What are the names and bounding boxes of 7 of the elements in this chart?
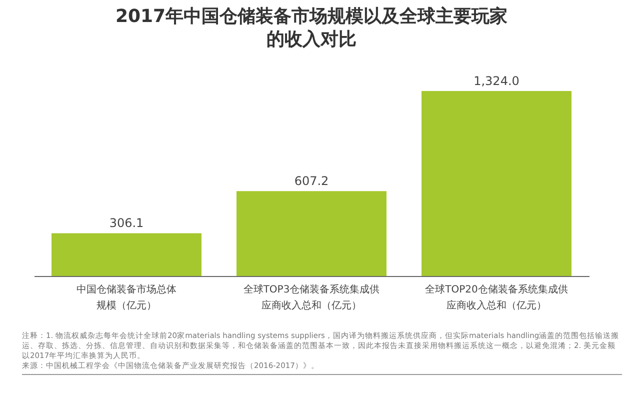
chart-title: 2017年中国仓储装备市场规模以及全球主要玩家的收入对比 [115, 6, 508, 50]
x-tick-label: 全球TOP20仓储装备系统集成供应商收入总和（亿元） [425, 284, 568, 312]
data-label: 607.2 [294, 174, 329, 188]
data-label: 306.1 [109, 216, 144, 230]
data-label: 1,324.0 [474, 74, 520, 88]
x-tick-label: 中国仓储装备市场总体规模（亿元） [76, 284, 176, 312]
x-tick-label: 全球TOP3仓储装备系统集成供应商收入总和（亿元） [243, 284, 380, 312]
